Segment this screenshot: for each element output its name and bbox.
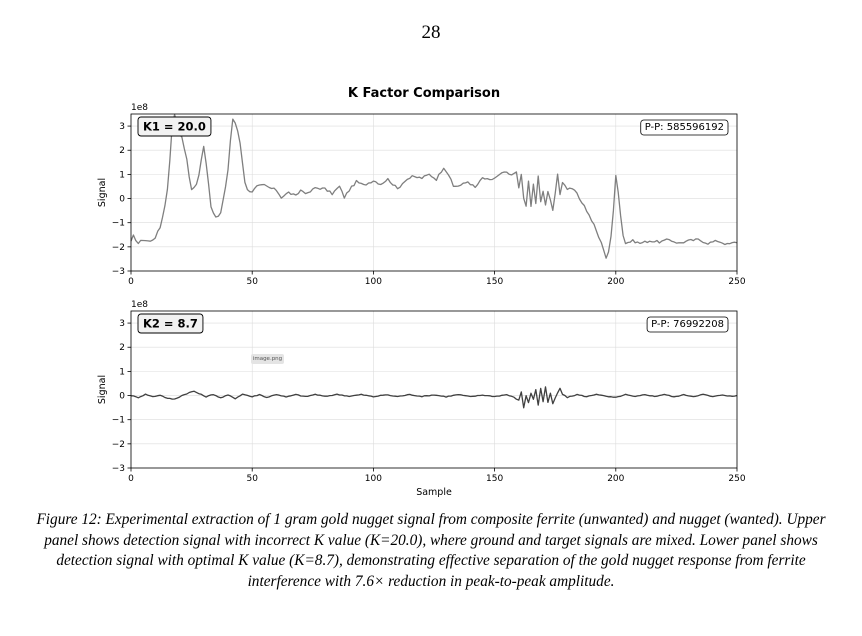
lower-ytick-label: 3 — [119, 319, 125, 329]
upper-plot-frame — [130, 113, 738, 272]
image-placeholder-tag: image.png — [251, 354, 284, 364]
lower-ylabel: Signal — [97, 375, 108, 404]
lower-xtick-label: 100 — [365, 474, 382, 484]
lower-pp-label-box — [646, 316, 729, 333]
upper-ytick-label: −1 — [112, 219, 125, 229]
upper-ytick-label: 3 — [119, 122, 125, 132]
lower-k-label: K2 = 8.7 — [143, 317, 198, 331]
upper-ytick-label: −2 — [112, 243, 125, 253]
upper-pp-label-box — [640, 119, 729, 136]
upper-scale-exponent: 1e8 — [131, 103, 148, 113]
lower-ytick-label: −1 — [112, 416, 125, 426]
figure-caption: Figure 12: Experimental extraction of 1 … — [36, 511, 826, 590]
page-number: 28 — [421, 22, 441, 43]
lower-xtick-label: 50 — [246, 474, 258, 484]
lower-ytick-label: −3 — [112, 464, 125, 474]
upper-ytick-label: 1 — [119, 170, 125, 180]
lower-k-label-box — [137, 313, 204, 334]
upper-ylabel: Signal — [97, 178, 108, 207]
lower-ytick-label: −2 — [112, 440, 125, 450]
lower-plot-frame — [130, 310, 738, 469]
upper-xtick-label: 150 — [486, 277, 503, 287]
upper-ytick-label: 2 — [119, 146, 125, 156]
upper-xtick-label: 0 — [128, 277, 134, 287]
lower-xtick-label: 150 — [486, 474, 503, 484]
lower-ytick-label: 0 — [119, 392, 125, 402]
lower-ytick-label: 1 — [119, 367, 125, 377]
figure-title: K Factor Comparison — [348, 86, 500, 101]
upper-xtick-label: 200 — [607, 277, 624, 287]
upper-signal-line — [130, 113, 738, 259]
upper-k-label-box — [137, 116, 212, 137]
upper-ytick-label: −3 — [112, 267, 125, 277]
lower-xlabel: Sample — [416, 487, 452, 498]
upper-ytick-label: 0 — [119, 195, 125, 205]
lower-xtick-label: 250 — [728, 474, 745, 484]
lower-xtick-label: 0 — [128, 474, 134, 484]
lower-ytick-label: 2 — [119, 343, 125, 353]
upper-xtick-label: 100 — [365, 277, 382, 287]
upper-panel: 0 50 100 150 200 250 −3 −2 −1 0 1 2 3 1e8 Signal K1 = 2… — [97, 103, 746, 287]
upper-xtick-label: 250 — [728, 277, 745, 287]
upper-pp-label: P-P: 585596192 — [645, 122, 724, 133]
lower-pp-label: P-P: 76992208 — [651, 319, 724, 330]
upper-xtick-label: 50 — [246, 277, 258, 287]
lower-signal-line — [130, 386, 738, 409]
lower-panel: 0 50 100 150 200 250 −3 −2 −1 0 1 2 3 1e8 Signal Sample… — [97, 300, 746, 498]
lower-xtick-label: 200 — [607, 474, 624, 484]
lower-scale-exponent: 1e8 — [131, 300, 148, 310]
upper-k-label: K1 = 20.0 — [143, 120, 206, 134]
